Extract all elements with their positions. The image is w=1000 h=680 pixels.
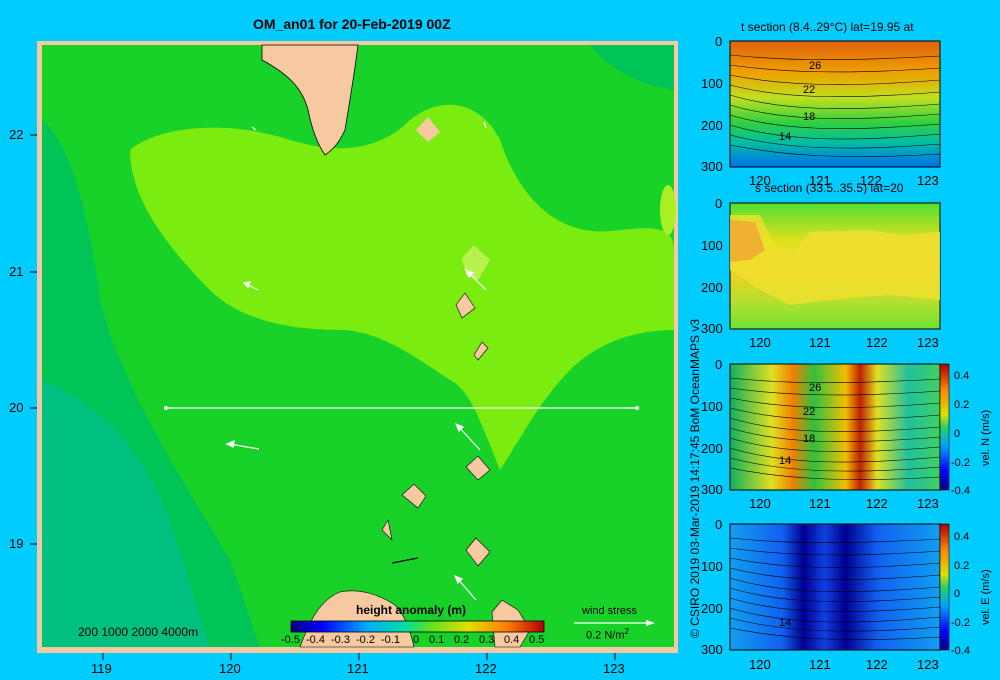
t-section-panel xyxy=(729,40,941,168)
high-anomaly-zone xyxy=(130,104,674,471)
lon-tick: 123 xyxy=(603,661,625,676)
t-section-title: t section (8.4..29°C) lat=19.95 at xyxy=(741,20,914,34)
contour-label: 14 xyxy=(779,455,792,467)
vel-n-label: vel. N (m/s) xyxy=(980,409,992,466)
ne-low-zone xyxy=(590,45,674,90)
contour-label: 14 xyxy=(779,131,792,143)
contour-label: 18 xyxy=(803,111,816,123)
wind-stress-label: wind stress xyxy=(582,605,638,617)
island xyxy=(455,292,476,319)
vel-n-colorbar xyxy=(939,363,950,491)
island xyxy=(465,537,491,567)
lowest-anomaly-zone xyxy=(42,380,210,647)
island xyxy=(381,519,393,541)
wind-arrows xyxy=(225,121,487,601)
lon-tick: 119 xyxy=(91,661,112,676)
island xyxy=(416,117,440,142)
contour-label: 18 xyxy=(803,433,816,445)
colorbar xyxy=(290,620,545,633)
v-section-panel xyxy=(729,363,941,491)
t-contours xyxy=(729,54,941,157)
contour-label: 22 xyxy=(803,84,816,96)
lon-tick: 121 xyxy=(347,661,369,676)
taiwan-land xyxy=(261,44,359,156)
v-contours xyxy=(729,377,941,480)
lat-tick: 20 xyxy=(9,400,24,415)
colorbar-ticks: -0.5 -0.4 -0.3 -0.2 -0.1 0 0.1 0.2 0.3 0… xyxy=(281,634,545,646)
lon-tick: 120 xyxy=(219,661,241,676)
u-section-panel xyxy=(729,523,941,651)
s-section-title: s section (33.5..35.5) lat=20 xyxy=(755,181,904,195)
wind-scale-label: 0.2 N/m2 xyxy=(586,627,629,642)
contour-label: 26 xyxy=(809,60,822,72)
u-contours xyxy=(729,537,941,640)
island xyxy=(465,455,491,481)
lon-tick: 122 xyxy=(475,661,497,676)
depth-scale-legend: 200 1000 2000 4000m xyxy=(78,625,199,639)
island xyxy=(401,483,427,509)
section-panels xyxy=(729,40,950,651)
map-title: OM_an01 for 20-Feb-2019 00Z xyxy=(253,16,451,32)
contour-label: 14 xyxy=(779,617,792,629)
vel-e-label: vel. E (m/s) xyxy=(980,569,992,625)
island xyxy=(473,341,489,361)
lat-tick: 22 xyxy=(9,127,24,142)
high-anomaly-spot xyxy=(660,185,676,235)
lat-tick: 21 xyxy=(9,264,24,279)
lat-tick: 19 xyxy=(9,536,24,551)
contour-label: 22 xyxy=(803,406,816,418)
contour-label: 26 xyxy=(809,382,822,394)
colorbar-title: height anomaly (m) xyxy=(356,603,467,617)
vel-e-colorbar xyxy=(939,523,950,651)
main-map xyxy=(30,41,678,660)
